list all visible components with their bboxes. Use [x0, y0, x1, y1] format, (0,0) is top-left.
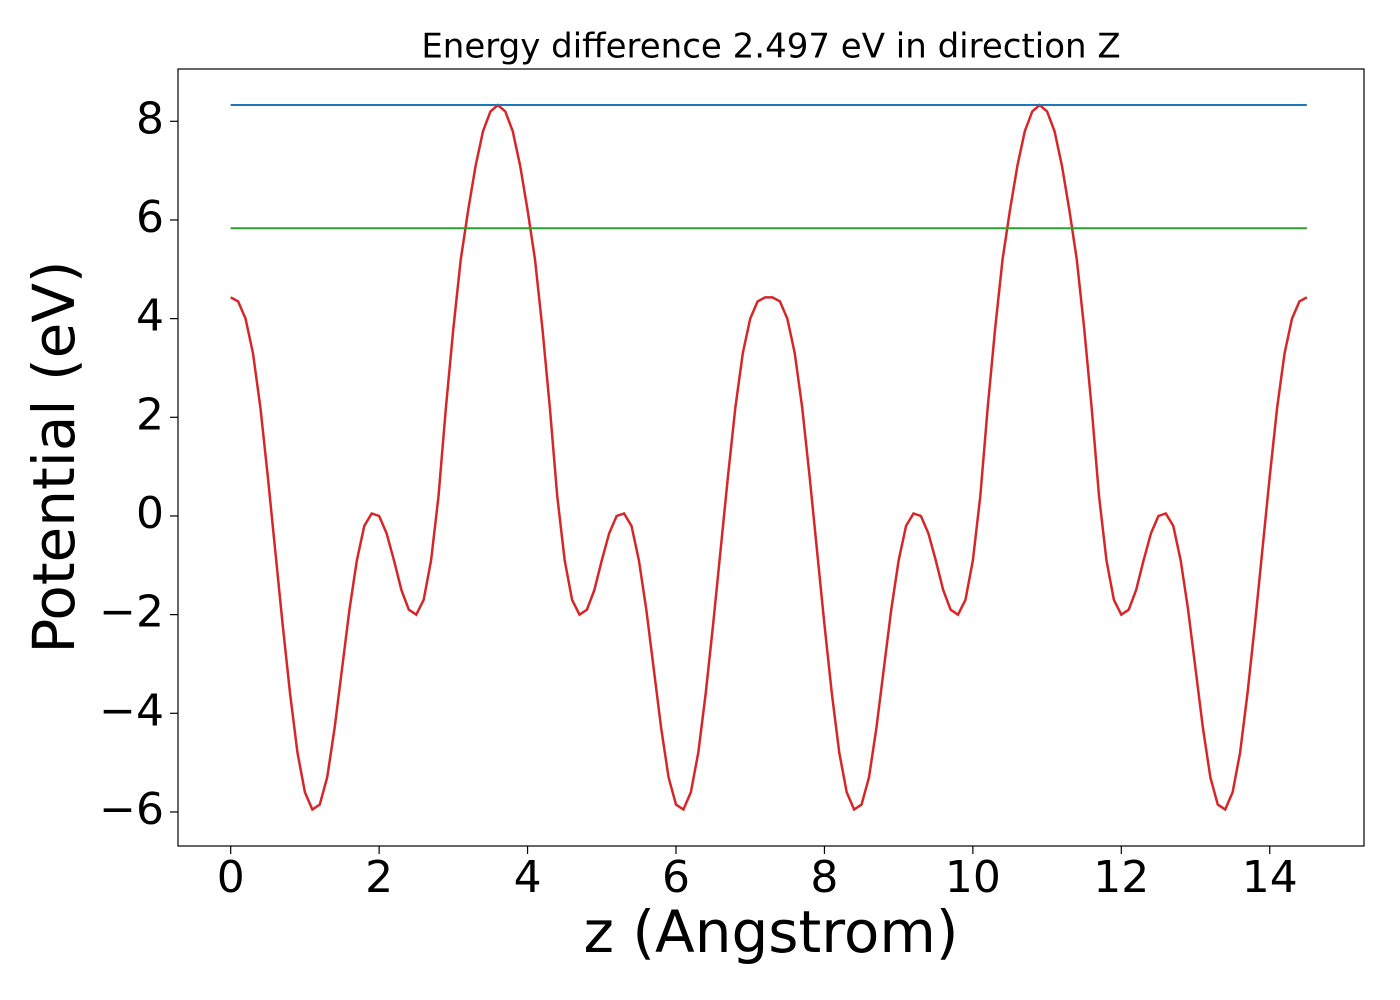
y-tick-label: 0 — [136, 488, 164, 539]
x-tick-label: 6 — [662, 852, 690, 903]
x-tick-label: 2 — [365, 852, 393, 903]
y-tick-label: −6 — [99, 784, 164, 835]
y-tick-label: 8 — [136, 93, 164, 144]
x-tick-label: 14 — [1242, 852, 1298, 903]
chart-title: Energy difference 2.497 eV in direction … — [421, 27, 1120, 67]
x-tick-label: 0 — [217, 852, 245, 903]
series-line — [230, 103, 1308, 812]
y-tick-label: 2 — [136, 389, 164, 440]
x-tick-label: 10 — [945, 852, 1001, 903]
x-tick-label: 8 — [810, 852, 838, 903]
plot-frame — [177, 68, 1365, 847]
y-axis-label: Potential (eV) — [20, 260, 88, 653]
y-tick-label: 4 — [136, 291, 164, 342]
x-tick-label: 12 — [1093, 852, 1149, 903]
x-axis-label: z (Angstrom) — [584, 898, 959, 966]
y-tick-label: −4 — [99, 685, 164, 736]
x-tick-label: 4 — [514, 852, 542, 903]
y-tick-label: −2 — [99, 587, 164, 638]
y-tick-label: 6 — [136, 192, 164, 243]
